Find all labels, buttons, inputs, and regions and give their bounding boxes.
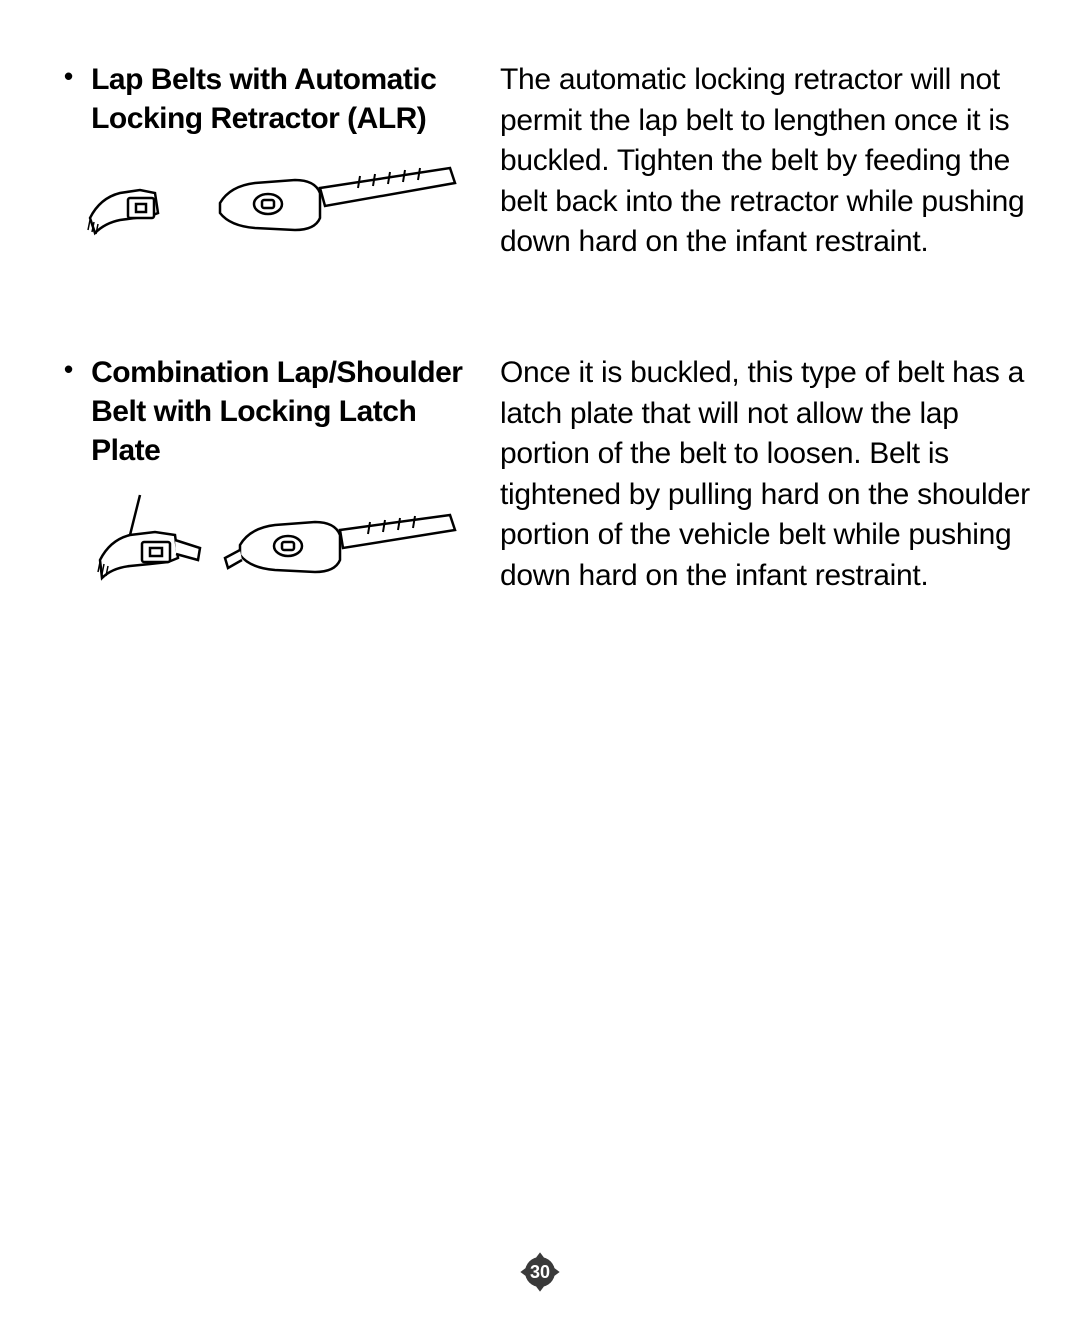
left-column: • Lap Belts with Automatic Locking Retra… [60, 60, 490, 273]
bullet-icon: • [64, 353, 73, 387]
page-number-badge: 30 [518, 1250, 562, 1294]
bullet-icon: • [64, 60, 73, 94]
section-body: The automatic locking retractor will not… [500, 60, 1030, 263]
section-latch-plate: • Combination Lap/Shoulder Belt with Loc… [60, 353, 1030, 625]
left-column: • Combination Lap/Shoulder Belt with Loc… [60, 353, 490, 625]
right-column: Once it is buckled, this type of belt ha… [490, 353, 1030, 596]
heading-row: • Lap Belts with Automatic Locking Retra… [60, 60, 470, 138]
section-alr: • Lap Belts with Automatic Locking Retra… [60, 60, 1030, 273]
page-number: 30 [530, 1262, 550, 1283]
belt-illustration-alr [80, 158, 470, 273]
right-column: The automatic locking retractor will not… [490, 60, 1030, 263]
belt-illustration-latch [80, 490, 470, 625]
section-heading: Lap Belts with Automatic Locking Retract… [91, 60, 470, 138]
heading-row: • Combination Lap/Shoulder Belt with Loc… [60, 353, 470, 470]
section-body: Once it is buckled, this type of belt ha… [500, 353, 1030, 596]
section-heading: Combination Lap/Shoulder Belt with Locki… [91, 353, 470, 470]
